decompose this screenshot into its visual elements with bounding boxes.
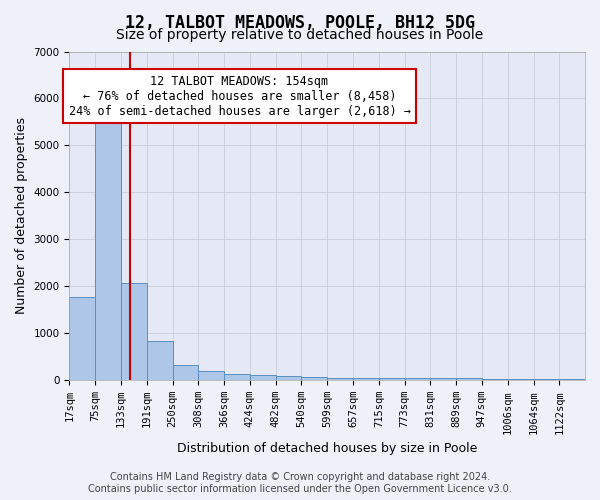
Bar (275, 376, 301, 380)
Bar (121, 284, 146, 380)
Bar (404, 378, 430, 380)
Bar (199, 371, 224, 380)
Bar (430, 378, 456, 380)
Bar (456, 378, 482, 380)
Bar (301, 378, 328, 380)
Bar (328, 378, 353, 380)
Text: Contains HM Land Registry data © Crown copyright and database right 2024.
Contai: Contains HM Land Registry data © Crown c… (88, 472, 512, 494)
Y-axis label: Number of detached properties: Number of detached properties (15, 118, 28, 314)
X-axis label: Distribution of detached houses by size in Poole: Distribution of detached houses by size … (177, 442, 478, 455)
Bar (508, 379, 533, 380)
Bar (250, 376, 275, 380)
Bar (70, 296, 95, 380)
Text: Size of property relative to detached houses in Poole: Size of property relative to detached ho… (116, 28, 484, 42)
Bar (533, 379, 559, 380)
Bar (353, 378, 379, 380)
Bar (173, 364, 199, 380)
Bar (482, 378, 508, 380)
Text: 12, TALBOT MEADOWS, POOLE, BH12 5DG: 12, TALBOT MEADOWS, POOLE, BH12 5DG (125, 14, 475, 32)
Text: 12 TALBOT MEADOWS: 154sqm
← 76% of detached houses are smaller (8,458)
24% of se: 12 TALBOT MEADOWS: 154sqm ← 76% of detac… (68, 74, 410, 118)
Bar (95, 107, 121, 380)
Bar (379, 378, 404, 380)
Bar (146, 341, 173, 380)
Bar (224, 374, 250, 380)
